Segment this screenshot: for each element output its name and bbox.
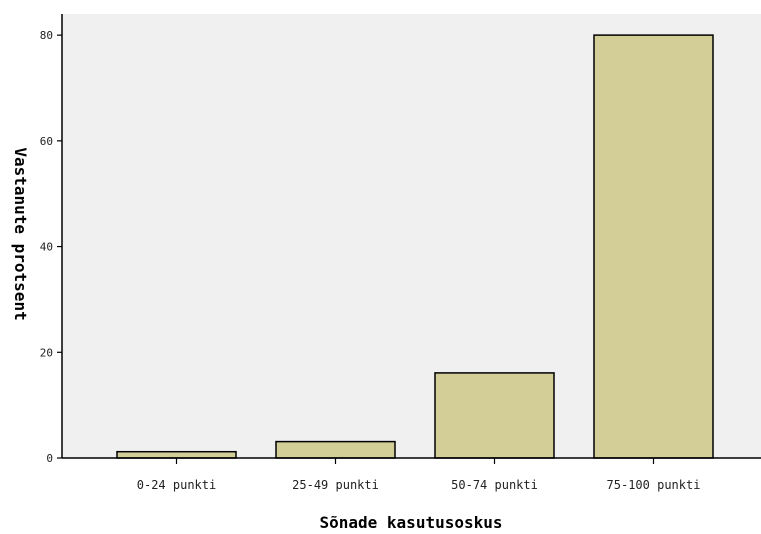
- y-tick-label: 0: [46, 452, 53, 465]
- bar-1: [116, 450, 237, 459]
- y-tick-label: 60: [40, 135, 53, 148]
- bar-3: [434, 372, 555, 459]
- y-tick-label: 80: [40, 29, 53, 42]
- x-axis: 0-24 punkti 25-49 punkti 50-74 punkti 75-10…: [62, 457, 761, 492]
- x-tick-label: 25-49 punkti: [292, 478, 379, 492]
- x-tick-label: 0-24 punkti: [137, 478, 216, 492]
- x-tick-label: 75-100 punkti: [607, 478, 701, 492]
- bars-group: [116, 34, 714, 459]
- y-axis-title: Vastanute protsent: [11, 147, 30, 320]
- x-tick-label: 50-74 punkti: [451, 478, 538, 492]
- bar-4: [593, 34, 714, 459]
- y-tick-label: 40: [40, 241, 53, 254]
- y-axis: 0 20 40 60 80: [40, 14, 63, 465]
- y-tick-label: 20: [40, 346, 53, 359]
- bar-2: [275, 440, 396, 459]
- x-axis-title: Sõnade kasutusoskus: [319, 513, 502, 532]
